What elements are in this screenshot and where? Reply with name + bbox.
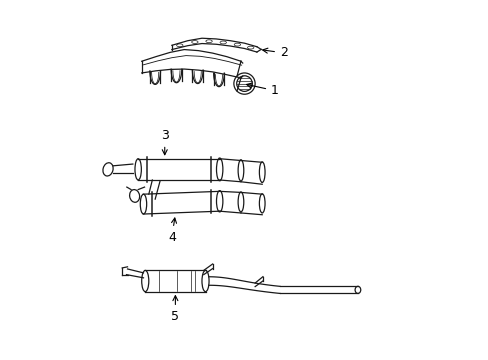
Text: 3: 3: [161, 129, 168, 155]
Text: 5: 5: [171, 296, 179, 323]
Text: 1: 1: [246, 83, 278, 97]
Text: 4: 4: [167, 218, 176, 244]
Text: 2: 2: [262, 46, 287, 59]
